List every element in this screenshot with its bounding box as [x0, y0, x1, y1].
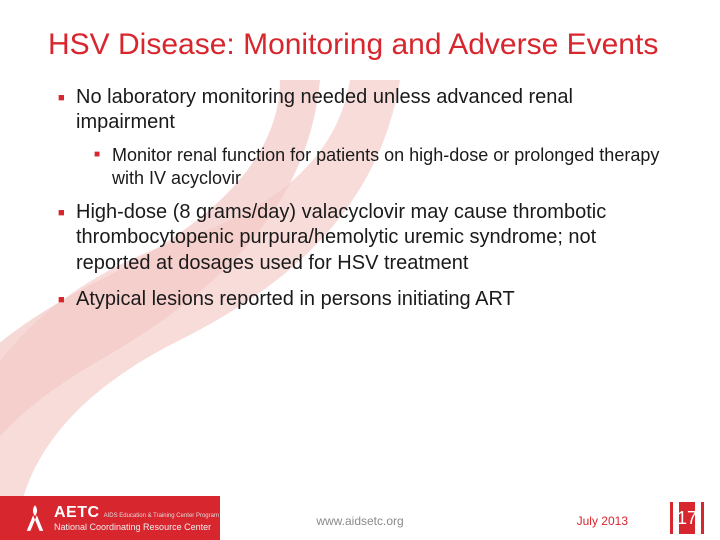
footer-date: July 2013 [577, 514, 628, 528]
logo-line2: National Coordinating Resource Center [54, 523, 219, 532]
page-number-badge: 17 [670, 502, 704, 534]
footer-logo: AETC AIDS Education & Training Center Pr… [0, 503, 219, 533]
ribbon-icon [24, 503, 46, 533]
bullet-text: Monitor renal function for patients on h… [112, 145, 659, 188]
bullet-text: High-dose (8 grams/day) valacyclovir may… [76, 201, 606, 274]
list-item: Monitor renal function for patients on h… [94, 144, 672, 190]
list-item: No laboratory monitoring needed unless a… [58, 85, 672, 190]
footer-url: www.aidsetc.org [316, 514, 403, 528]
slide-footer: AETC AIDS Education & Training Center Pr… [0, 496, 720, 540]
bullet-text: Atypical lesions reported in persons ini… [76, 288, 515, 310]
list-item: Atypical lesions reported in persons ini… [58, 287, 672, 313]
logo-sub: AIDS Education & Training Center Program [104, 513, 219, 519]
logo-main: AETC [54, 505, 100, 521]
sub-bullet-list: Monitor renal function for patients on h… [76, 144, 672, 190]
bullet-text: No laboratory monitoring needed unless a… [76, 86, 573, 134]
slide-content: HSV Disease: Monitoring and Adverse Even… [0, 0, 720, 312]
slide-title: HSV Disease: Monitoring and Adverse Even… [48, 28, 672, 63]
list-item: High-dose (8 grams/day) valacyclovir may… [58, 200, 672, 277]
logo-text: AETC AIDS Education & Training Center Pr… [54, 505, 219, 532]
page-number: 17 [677, 508, 697, 529]
bullet-list: No laboratory monitoring needed unless a… [48, 85, 672, 313]
